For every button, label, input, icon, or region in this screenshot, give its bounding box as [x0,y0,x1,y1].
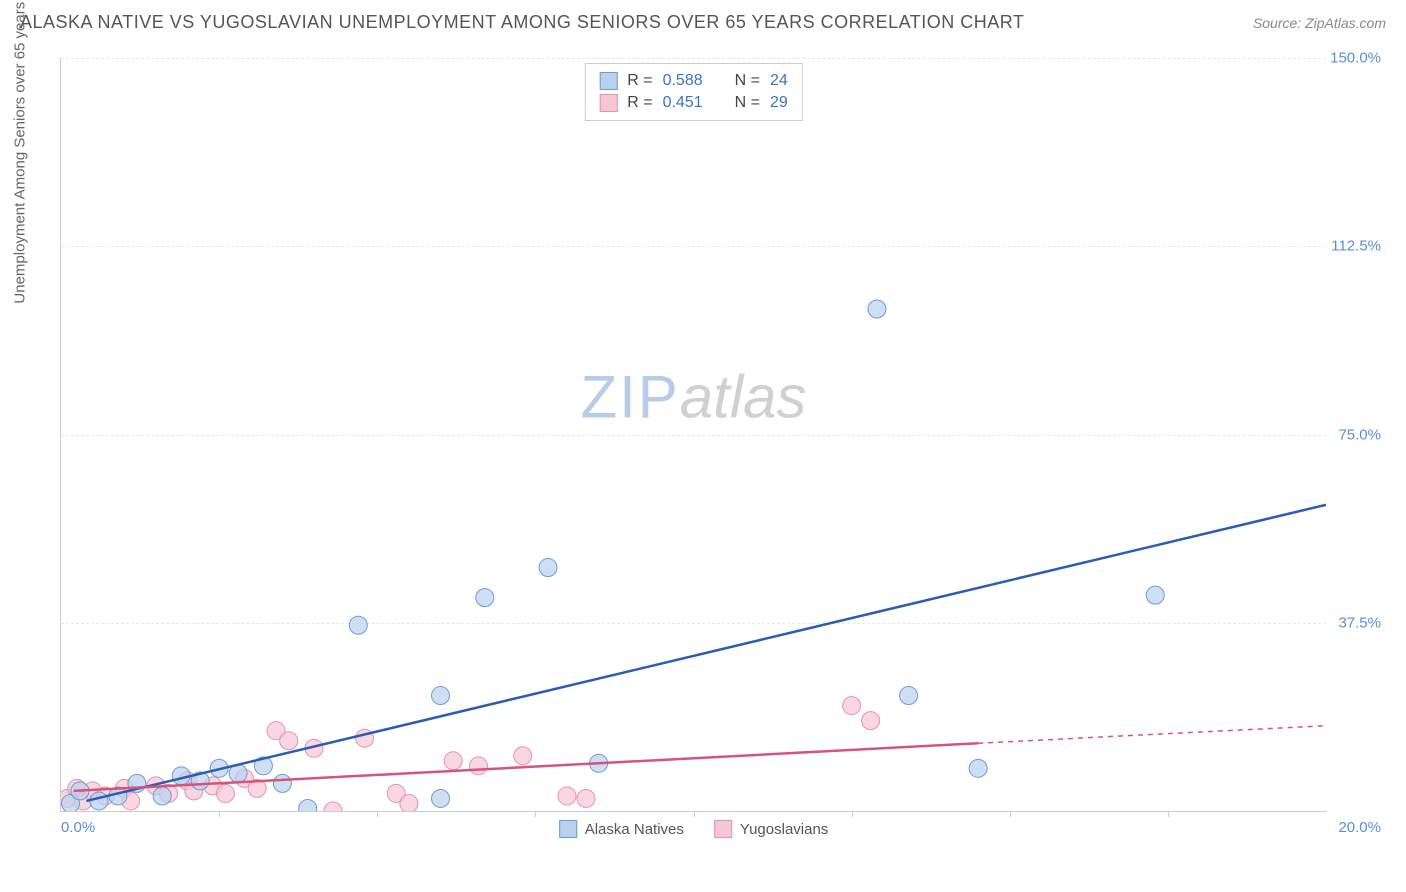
data-point [153,787,171,805]
data-point [514,747,532,765]
legend-row-series-1: R = 0.451 N = 29 [599,92,788,114]
data-point [969,759,987,777]
chart-area: Unemployment Among Seniors over 65 years… [50,50,1386,842]
x-tick [219,811,220,817]
correlation-legend: R = 0.588 N = 24 R = 0.451 N = 29 [584,63,803,121]
y-tick-label: 112.5% [1331,238,1381,255]
data-point [400,794,418,811]
data-point [432,789,450,807]
data-point [432,687,450,705]
plot-region: ZIPatlas R = 0.588 N = 24 R = 0.451 N = … [60,58,1326,812]
x-axis-min-label: 0.0% [61,819,95,836]
data-point [539,559,557,577]
y-tick-label: 75.0% [1338,426,1381,443]
legend-item: Yugoslavians [714,820,828,838]
regression-line-extrapolated [978,726,1326,744]
data-point [476,589,494,607]
data-point [843,697,861,715]
legend-swatch-0 [599,72,617,90]
legend-row-series-0: R = 0.588 N = 24 [599,70,788,92]
data-point [577,789,595,807]
data-point [324,802,342,811]
data-point [469,757,487,775]
data-point [444,752,462,770]
legend-label: Alaska Natives [585,821,684,838]
data-point [558,787,576,805]
chart-header: ALASKA NATIVE VS YUGOSLAVIAN UNEMPLOYMEN… [0,0,1406,41]
legend-swatch [559,820,577,838]
y-tick-label: 150.0% [1330,50,1381,67]
data-point [273,774,291,792]
x-tick [535,811,536,817]
data-point [299,799,317,811]
x-tick [1168,811,1169,817]
x-tick [377,811,378,817]
x-tick [1010,811,1011,817]
y-tick-label: 37.5% [1338,614,1381,631]
series-legend: Alaska Natives Yugoslavians [559,820,829,838]
data-point [90,792,108,810]
chart-source: Source: ZipAtlas.com [1253,15,1386,31]
legend-swatch-1 [599,94,617,112]
data-point [1146,586,1164,604]
data-point [868,300,886,318]
data-point [862,712,880,730]
data-point [280,732,298,750]
x-axis-max-label: 20.0% [1338,819,1381,836]
data-point [216,784,234,802]
scatter-svg [61,58,1326,811]
chart-title: ALASKA NATIVE VS YUGOSLAVIAN UNEMPLOYMEN… [20,12,1024,33]
data-point [900,687,918,705]
y-axis-label: Unemployment Among Seniors over 65 years [12,2,29,304]
x-tick [694,811,695,817]
legend-label: Yugoslavians [740,821,828,838]
x-tick [852,811,853,817]
legend-item: Alaska Natives [559,820,684,838]
legend-swatch [714,820,732,838]
data-point [349,616,367,634]
